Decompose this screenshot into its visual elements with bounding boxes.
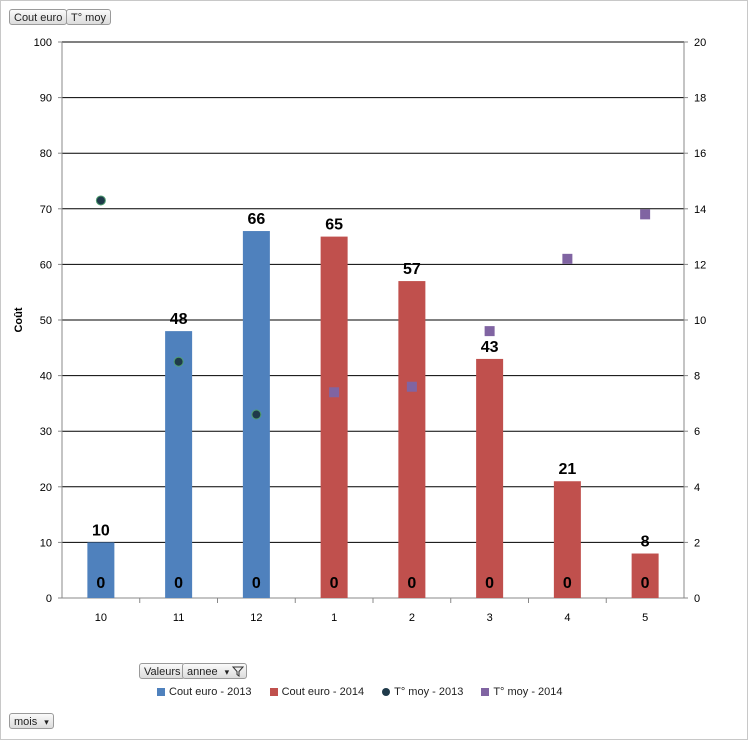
- bar: [631, 553, 659, 598]
- data-label: 8: [641, 534, 650, 551]
- point: [640, 209, 651, 220]
- bar: [476, 358, 504, 598]
- y-axis-tick-label: 30: [40, 426, 52, 438]
- data-label: 10: [92, 522, 110, 539]
- x-axis-tick-label: 10: [95, 612, 107, 624]
- x-axis-tick-label: 5: [642, 612, 648, 624]
- field-button-annee-label: annee: [187, 666, 218, 678]
- x-axis-tick-label: 4: [564, 612, 570, 624]
- legend-item: T° moy - 2013: [382, 686, 463, 698]
- legend-label: Cout euro - 2013: [169, 686, 252, 698]
- y2-axis-tick-label: 2: [694, 537, 700, 549]
- field-button-cout-euro[interactable]: Cout euro: [9, 9, 68, 25]
- y-axis-tick-label: 60: [40, 259, 52, 271]
- y2-axis-tick-label: 20: [694, 37, 706, 49]
- bar: [87, 542, 115, 598]
- y2-axis-tick-label: 10: [694, 315, 706, 327]
- y2-axis-tick-label: 18: [694, 93, 706, 105]
- y-axis-label: Coût: [13, 307, 25, 332]
- bar: [553, 481, 581, 598]
- data-label: 43: [481, 339, 499, 356]
- y2-axis-tick-label: 8: [694, 371, 700, 383]
- legend-label: T° moy - 2013: [394, 686, 464, 698]
- y2-axis-tick-label: 16: [694, 148, 706, 160]
- y-axis-tick-label: 20: [40, 482, 52, 494]
- bar: [398, 281, 426, 598]
- legend-swatch: [157, 688, 165, 696]
- zero-data-label: 0: [407, 575, 416, 592]
- y-axis-tick-label: 10: [40, 537, 52, 549]
- bar: [165, 331, 193, 598]
- zero-data-label: 0: [563, 575, 572, 592]
- field-button-valeurs[interactable]: Valeurs: [139, 663, 186, 679]
- x-axis-tick-label: 11: [173, 612, 184, 624]
- data-label: 57: [403, 261, 421, 278]
- dropdown-arrow-icon: ▾: [44, 717, 49, 727]
- legend-swatch: [269, 688, 278, 696]
- legend-item: Cout euro - 2013: [157, 686, 252, 698]
- x-axis-tick-label: 12: [250, 612, 262, 624]
- filter-icon: [232, 666, 245, 677]
- y2-axis-tick-label: 14: [694, 204, 706, 216]
- y2-axis-tick-label: 6: [694, 426, 700, 438]
- y-axis-tick-label: 0: [46, 593, 52, 605]
- point: [329, 387, 340, 398]
- y-axis-tick-label: 40: [40, 371, 52, 383]
- x-axis-tick-label: 1: [331, 612, 337, 624]
- x-axis-tick-label: 3: [487, 612, 493, 624]
- legend-label: T° moy - 2014: [493, 686, 563, 698]
- data-label: 48: [170, 311, 188, 328]
- y2-axis-tick-label: 0: [694, 593, 700, 605]
- legend-label: Cout euro - 2014: [281, 686, 365, 698]
- field-button-annee[interactable]: annee ▾: [182, 663, 248, 679]
- legend-item: T° moy - 2014: [481, 686, 563, 698]
- y-axis-tick-label: 80: [40, 148, 52, 160]
- data-label: 21: [558, 461, 576, 478]
- bar: [320, 236, 348, 598]
- point: [173, 356, 184, 367]
- zero-data-label: 0: [96, 575, 105, 592]
- y2-axis-tick-label: 4: [694, 482, 700, 494]
- y-axis-tick-label: 70: [40, 204, 52, 216]
- x-axis-tick-label: 2: [409, 612, 415, 624]
- y-axis-tick-label: 90: [40, 93, 52, 105]
- zero-data-label: 0: [641, 575, 650, 592]
- legend-swatch: [481, 688, 490, 696]
- field-button-mois[interactable]: mois ▾: [9, 713, 54, 729]
- zero-data-label: 0: [330, 575, 339, 592]
- data-label: 65: [325, 217, 343, 234]
- zero-data-label: 0: [485, 575, 494, 592]
- point: [484, 326, 495, 337]
- legend-swatch: [382, 688, 391, 696]
- legend-item: Cout euro - 2014: [269, 686, 365, 698]
- dropdown-arrow-icon: ▾: [224, 667, 230, 677]
- point: [95, 195, 106, 206]
- y2-axis-tick-label: 12: [694, 259, 706, 271]
- field-button-mois-label: mois: [14, 716, 38, 728]
- zero-data-label: 0: [252, 575, 261, 592]
- point: [406, 381, 417, 392]
- data-label: 66: [247, 211, 265, 228]
- point: [251, 409, 262, 420]
- point: [562, 253, 573, 264]
- chart-plot: 010203040506070809010002468101214161820C…: [13, 37, 706, 624]
- y-axis-tick-label: 50: [40, 315, 52, 327]
- y-axis-tick-label: 100: [34, 37, 52, 49]
- field-button-t-moy[interactable]: T° moy: [66, 9, 111, 25]
- zero-data-label: 0: [174, 575, 183, 592]
- chart-legend: Cout euro - 2013 Cout euro - 2014 T° moy -…: [157, 686, 563, 698]
